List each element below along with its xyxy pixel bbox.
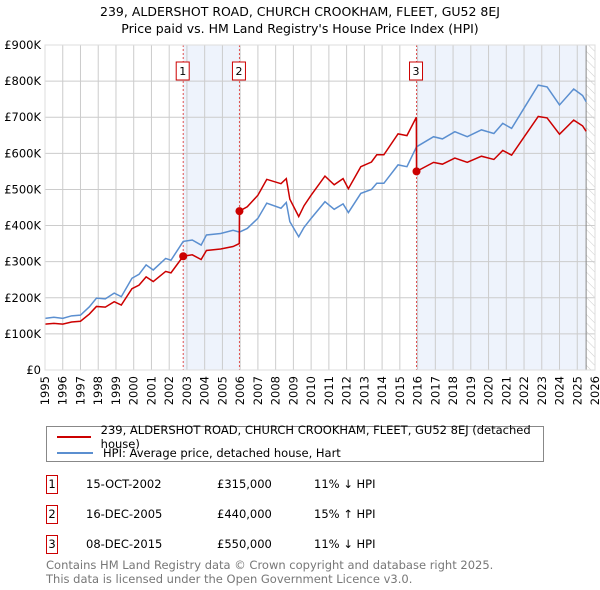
transaction-hpi-diff: 15% ↑ HPI	[314, 507, 376, 521]
y-tick-label: £200K	[4, 291, 41, 305]
x-tick-label: 2007	[251, 376, 265, 405]
chart-title: 239, ALDERSHOT ROAD, CHURCH CROOKHAM, FL…	[100, 4, 500, 19]
x-tick-label: 2017	[428, 376, 442, 405]
x-tick-label: 2000	[127, 376, 141, 405]
sale-marker-label: 3	[413, 65, 420, 78]
transaction-row: 1 15-OCT-2002 £315,000 11% ↓ HPI	[46, 475, 446, 495]
footer-copyright: Contains HM Land Registry data © Crown c…	[46, 558, 494, 572]
transaction-price: £550,000	[217, 537, 272, 551]
legend-item-hpi: HPI: Average price, detached house, Hart	[57, 445, 341, 460]
x-tick-label: 2013	[357, 376, 371, 405]
x-tick-label: 1996	[56, 376, 70, 405]
y-tick-label: £100K	[4, 327, 41, 341]
property-price-line	[44, 115, 587, 325]
x-tick-label: 2009	[286, 376, 300, 405]
sale-point	[179, 252, 188, 261]
transaction-date: 16-DEC-2005	[86, 507, 163, 521]
y-tick-label: £900K	[4, 38, 41, 52]
x-tick-label: 2026	[588, 376, 600, 405]
transaction-row: 2 16-DEC-2005 £440,000 15% ↑ HPI	[46, 505, 446, 525]
x-tick-label: 2023	[535, 376, 549, 405]
price-chart: 1995 1996 1997 1998 1999 2000 2001 2002 2003 2004…	[4, 38, 600, 405]
sale-marker-label: 2	[235, 65, 242, 78]
y-tick-label: £0	[26, 363, 41, 377]
x-tick-label: 1995	[38, 376, 52, 405]
sale-marker-label: 1	[179, 65, 186, 78]
legend-swatch-red	[57, 435, 91, 438]
shaded-period	[416, 45, 587, 370]
legend: 239, ALDERSHOT ROAD, CHURCH CROOKHAM, FL…	[46, 423, 544, 462]
sale-point	[412, 167, 421, 176]
legend-swatch-blue	[57, 451, 93, 454]
y-tick-label: £700K	[4, 110, 41, 124]
y-tick-label: £500K	[4, 182, 41, 196]
y-tick-label: £400K	[4, 219, 41, 233]
y-tick-label: £300K	[4, 255, 41, 269]
x-tick-label: 2011	[322, 376, 336, 405]
legend-label: 239, ALDERSHOT ROAD, CHURCH CROOKHAM, FL…	[100, 422, 531, 451]
x-tick-label: 2014	[375, 376, 389, 405]
forecast-hatch	[586, 45, 595, 370]
transaction-date: 15-OCT-2002	[86, 477, 162, 491]
footer-licence: This data is licensed under the Open Gov…	[46, 572, 413, 586]
sale-marker-badge	[409, 61, 424, 81]
plot-frame	[44, 44, 596, 371]
x-tick-label: 2006	[233, 376, 247, 405]
x-tick-label: 2001	[144, 376, 158, 405]
x-tick-label: 2020	[482, 376, 496, 405]
transaction-hpi-diff: 11% ↓ HPI	[314, 537, 376, 551]
y-tick-label: £600K	[4, 146, 41, 160]
x-tick-label: 2010	[304, 376, 318, 405]
x-tick-label: 2002	[162, 376, 176, 405]
transaction-row: 3 08-DEC-2015 £550,000 11% ↓ HPI	[46, 535, 446, 555]
x-tick-label: 1998	[91, 376, 105, 405]
transaction-date: 08-DEC-2015	[86, 537, 163, 551]
x-tick-label: 2018	[446, 376, 460, 405]
legend-label: HPI: Average price, detached house, Hart	[103, 445, 341, 460]
x-tick-label: 1999	[109, 376, 123, 405]
x-tick-label: 2003	[180, 376, 194, 405]
x-tick-label: 2024	[553, 376, 567, 405]
x-tick-label: 1997	[73, 376, 87, 405]
x-tick-label: 2025	[570, 376, 584, 405]
sale-marker-badge	[231, 61, 246, 81]
hpi-line	[44, 84, 587, 320]
transaction-price: £315,000	[217, 477, 272, 491]
footer: Contains HM Land Registry data © Crown c…	[46, 558, 493, 586]
x-tick-label: 2012	[340, 376, 354, 405]
x-tick-label: 2008	[269, 376, 283, 405]
transaction-price: £440,000	[217, 507, 272, 521]
x-tick-label: 2015	[393, 376, 407, 405]
x-tick-label: 2021	[499, 376, 513, 405]
sale-point	[235, 207, 244, 216]
marker-badge: 3	[46, 535, 58, 554]
x-tick-label: 2016	[411, 376, 425, 405]
sale-marker-badge	[175, 61, 190, 81]
legend-item-property: 239, ALDERSHOT ROAD, CHURCH CROOKHAM, FL…	[57, 423, 543, 451]
marker-badge: 1	[46, 475, 58, 494]
x-tick-label: 2005	[215, 376, 229, 405]
marker-badge: 2	[46, 505, 58, 524]
x-tick-label: 2022	[517, 376, 531, 405]
shaded-period	[183, 45, 240, 370]
x-tick-label: 2004	[198, 376, 212, 405]
transaction-hpi-diff: 11% ↓ HPI	[314, 477, 376, 491]
x-tick-label: 2019	[464, 376, 478, 405]
y-tick-label: £800K	[4, 74, 41, 88]
chart-subtitle: Price paid vs. HM Land Registry's House …	[121, 21, 479, 36]
